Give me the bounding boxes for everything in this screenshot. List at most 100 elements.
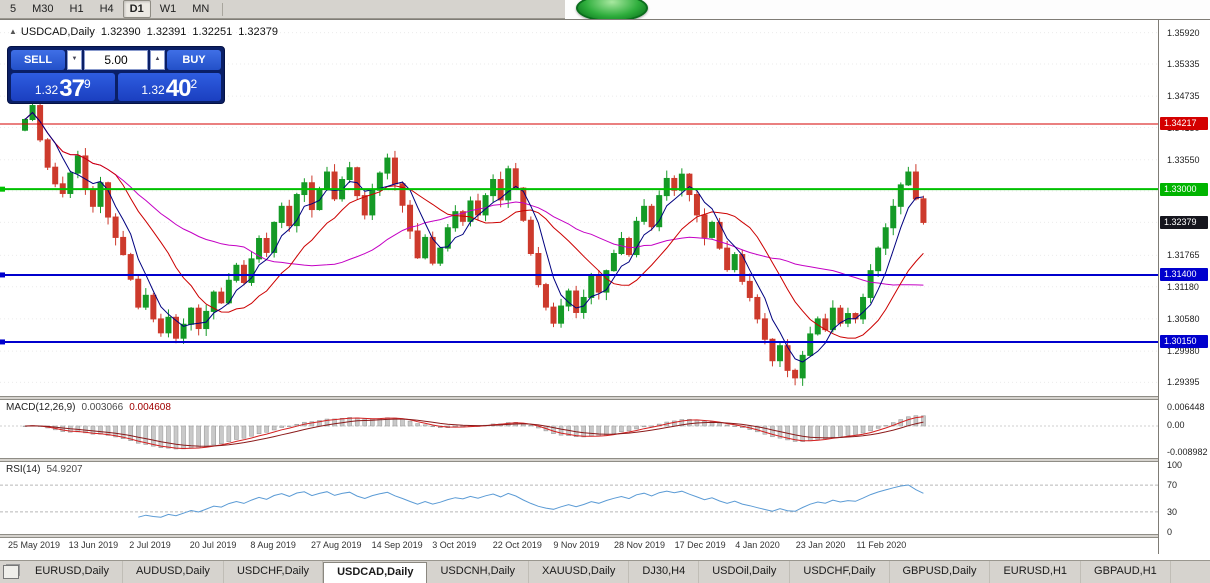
macd-histogram-bar: [551, 425, 556, 434]
lot-decrease-button[interactable]: ▼: [67, 50, 82, 70]
panel-separator: [0, 534, 1210, 538]
candle-body: [278, 205, 285, 223]
symbol-tab[interactable]: AUDUSD,Daily: [123, 561, 224, 583]
symbol-tab[interactable]: USDCAD,Daily: [323, 562, 428, 583]
macd-histogram-bar: [226, 425, 232, 443]
timeframe-button-5[interactable]: 5: [10, 3, 17, 15]
macd-histogram-bar: [400, 418, 405, 427]
candle-body: [671, 177, 678, 191]
timeframe-button-d1[interactable]: D1: [122, 0, 151, 18]
panel-separator[interactable]: [0, 458, 1210, 462]
macd-histogram-bar: [264, 425, 269, 433]
date-axis-label: 13 Jun 2019: [68, 540, 119, 550]
macd-histogram-bar: [415, 423, 420, 427]
timeframe-button-h4[interactable]: H4: [99, 3, 114, 15]
candle-body: [512, 168, 519, 189]
symbol-tab[interactable]: USDCHF,Daily: [224, 561, 324, 583]
timeframe-button-m30[interactable]: M30: [32, 3, 54, 15]
macd-histogram-bar: [702, 420, 707, 427]
macd-histogram-bar: [823, 425, 828, 439]
ohlc-open: 1.32390: [100, 26, 141, 38]
sell-button[interactable]: SELL: [11, 50, 65, 70]
macd-histogram-bar: [407, 420, 413, 427]
date-axis-label: 22 Oct 2019: [492, 540, 542, 550]
candle-body: [173, 316, 179, 339]
bid-pipette: 9: [83, 77, 91, 91]
rsi-line: [138, 484, 924, 518]
candle-body: [731, 254, 738, 271]
macd-value-main: 0.003066: [81, 402, 124, 413]
rsi-value: 54.9207: [46, 464, 83, 475]
level-price-label: 1.34217: [1160, 117, 1208, 131]
chart-symbol-label: USDCAD,Daily: [20, 26, 95, 38]
candle-body: [603, 270, 610, 293]
bid-price-box[interactable]: 1.32 37 9: [11, 73, 115, 101]
macd-histogram-bar: [143, 425, 149, 445]
lot-size-input[interactable]: [84, 50, 148, 70]
date-axis-label: 25 May 2019: [8, 540, 61, 550]
candle-body: [180, 323, 187, 339]
candle-body: [912, 171, 919, 200]
candle-body: [52, 166, 59, 185]
macd-histogram-bar: [853, 425, 858, 435]
ask-price-box[interactable]: 1.32 40 2: [117, 73, 221, 101]
macd-axis-label: 0.006448: [1167, 402, 1205, 412]
candle-body: [761, 318, 768, 340]
symbol-tab[interactable]: EURUSD,Daily: [22, 561, 123, 583]
price-axis[interactable]: 1.359201.353351.347351.341501.335501.329…: [1158, 20, 1210, 554]
macd-histogram-bar: [800, 425, 805, 442]
macd-histogram-bar: [203, 425, 209, 447]
candle-body: [558, 305, 565, 324]
candle-body: [82, 155, 89, 190]
candle-body: [792, 369, 799, 379]
symbol-tab[interactable]: GBPUSD,Daily: [890, 561, 991, 583]
lot-increase-button[interactable]: ▲: [150, 50, 165, 70]
symbol-tab[interactable]: XAUUSD,Daily: [529, 561, 630, 583]
symbol-tab[interactable]: DJ30,H4: [629, 561, 700, 583]
symbol-tab[interactable]: USDCNH,Daily: [427, 561, 530, 583]
candle-body: [550, 306, 557, 324]
symbol-tab[interactable]: EURUSD,H1: [990, 561, 1082, 583]
ma-fast-line: [24, 111, 924, 363]
ohlc-high: 1.32391: [146, 26, 187, 38]
macd-panel-canvas[interactable]: [0, 400, 1158, 458]
candle-body: [595, 275, 602, 293]
ask-pipette: 2: [190, 77, 198, 91]
candle-body: [127, 254, 134, 280]
candle-body: [542, 284, 549, 308]
macd-label: MACD(12,26,9) 0.003066 0.004608: [6, 402, 171, 413]
macd-histogram-bar: [611, 425, 617, 434]
chart-list-icon[interactable]: [3, 565, 19, 579]
ma-slow-line: [24, 111, 924, 286]
candle-body: [701, 214, 708, 238]
candle-body: [678, 173, 685, 191]
candle-body: [754, 296, 761, 320]
symbol-tab[interactable]: GBPAUD,H1: [1081, 561, 1171, 583]
macd-histogram-bar: [188, 425, 194, 449]
price-axis-label: 1.35920: [1167, 27, 1200, 38]
candle-body: [67, 172, 74, 194]
timeframe-button-w1[interactable]: W1: [159, 3, 177, 15]
timeframe-button-mn[interactable]: MN: [192, 3, 210, 15]
macd-histogram-bar: [430, 425, 435, 428]
macd-histogram-bar: [173, 425, 179, 450]
symbol-tab[interactable]: USDCHF,Daily: [790, 561, 890, 583]
macd-histogram-bar: [105, 425, 111, 436]
candle-body: [346, 167, 353, 181]
price-chart-canvas[interactable]: [0, 20, 1158, 396]
rsi-panel-canvas[interactable]: [0, 462, 1158, 534]
buy-button[interactable]: BUY: [167, 50, 221, 70]
date-axis-label: 4 Jan 2020: [735, 540, 780, 550]
date-axis[interactable]: 25 May 2019 13 Jun 2019 2 Jul 2019 20 Jul 2…: [0, 538, 1158, 554]
macd-histogram-bar: [271, 425, 277, 431]
candle-body: [354, 167, 361, 197]
timeframe-button-h1[interactable]: H1: [69, 3, 84, 15]
panel-separator[interactable]: [0, 396, 1210, 400]
symbol-tab[interactable]: USDOil,Daily: [699, 561, 791, 583]
candle-body: [142, 294, 149, 308]
macd-histogram-bar: [422, 424, 428, 427]
date-axis-label: 8 Aug 2019: [250, 540, 296, 550]
date-axis-label: 27 Aug 2019: [311, 540, 362, 550]
candle-body: [520, 187, 527, 221]
ohlc-close: 1.32379: [238, 26, 278, 38]
